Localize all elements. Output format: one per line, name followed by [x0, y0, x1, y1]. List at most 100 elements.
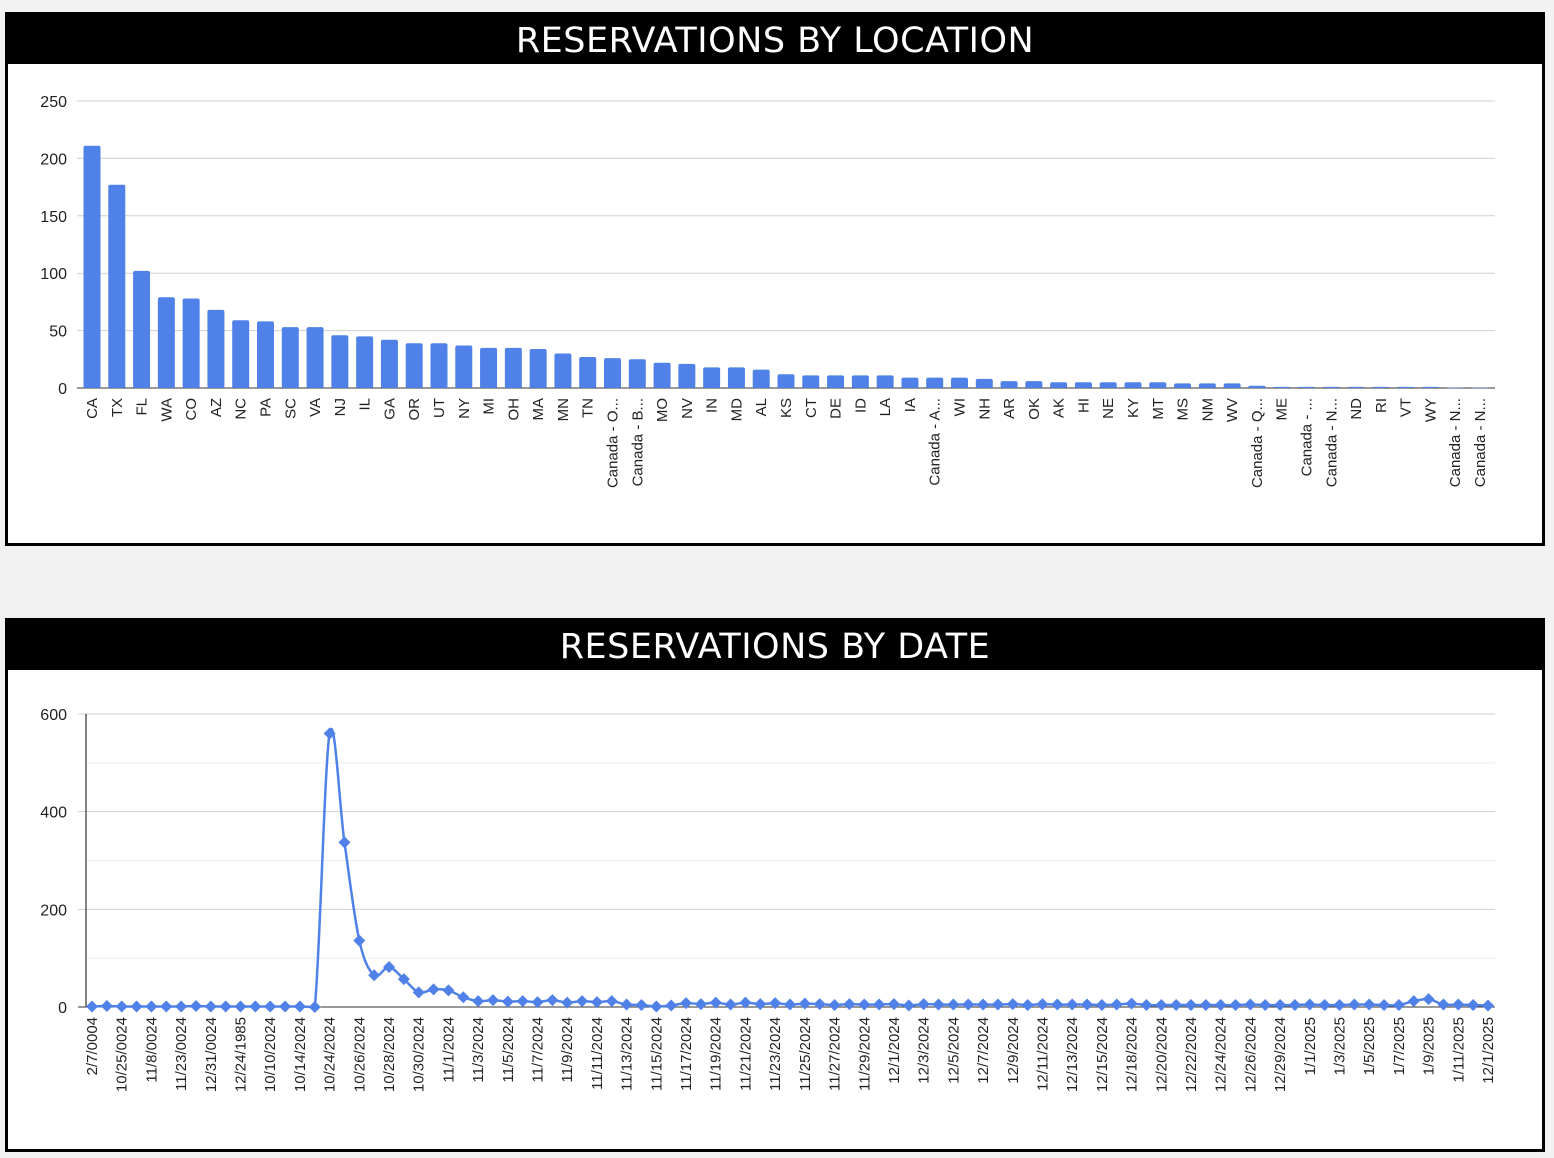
y-tick-label: 400 [40, 805, 67, 822]
x-tick-label: 12/22/2024 [1183, 1017, 1200, 1092]
data-point-marker [694, 998, 707, 1011]
bar [802, 375, 820, 388]
data-point-marker [264, 1000, 277, 1013]
bar [727, 367, 745, 388]
data-point-marker [828, 999, 841, 1012]
data-point-marker [680, 997, 693, 1010]
data-point-marker [887, 998, 900, 1011]
x-tick-label: AL [753, 398, 770, 416]
x-tick-label: Canada - N... [1323, 398, 1340, 487]
x-tick-label: NC [233, 398, 250, 420]
x-tick-label: 12/24/2024 [1213, 1017, 1230, 1092]
data-point-marker [1378, 999, 1391, 1012]
data-point-marker [1467, 999, 1480, 1012]
bar [356, 336, 374, 388]
bar [504, 347, 522, 388]
data-point-marker [1170, 999, 1183, 1012]
date-chart-panel: RESERVATIONS BY DATE [5, 618, 1545, 1152]
bar [182, 298, 200, 388]
x-tick-label: MT [1150, 398, 1167, 420]
bar [108, 184, 126, 388]
data-point-marker [219, 1000, 232, 1013]
bar [306, 327, 324, 388]
x-tick-label: OK [1026, 398, 1043, 420]
bar [1347, 386, 1365, 388]
x-tick-label: CT [803, 398, 820, 418]
x-tick-label: AZ [208, 398, 225, 417]
bar [777, 374, 795, 388]
data-point-marker [1407, 995, 1420, 1008]
x-tick-label: LA [877, 398, 894, 416]
x-tick-label: 10/28/2024 [381, 1017, 398, 1092]
data-point-marker [1333, 999, 1346, 1012]
data-point-marker [353, 934, 366, 947]
bar [628, 359, 646, 388]
data-point-marker [947, 998, 960, 1011]
data-point-marker [1288, 999, 1301, 1012]
x-tick-label: 10/25/0024 [114, 1017, 131, 1092]
data-point-marker [1140, 999, 1153, 1012]
data-point-marker [917, 998, 930, 1011]
data-point-marker [1259, 999, 1272, 1012]
bar [281, 327, 299, 388]
y-tick-label: 600 [40, 707, 67, 724]
data-point-marker [962, 998, 975, 1011]
data-point-marker [308, 1001, 321, 1013]
bar [975, 378, 993, 388]
data-point-marker [991, 998, 1004, 1011]
bar [876, 375, 894, 388]
x-tick-label: 11/19/2024 [708, 1017, 725, 1091]
x-tick-label: 10/26/2024 [351, 1017, 368, 1092]
data-point-marker [412, 986, 425, 999]
x-tick-label: OH [505, 398, 522, 421]
x-tick-label: TX [109, 398, 126, 417]
bar [579, 357, 597, 388]
x-tick-label: 1/5/2025 [1361, 1017, 1378, 1075]
data-point-marker [323, 727, 336, 740]
data-point-marker [1184, 999, 1197, 1012]
data-point-marker [501, 995, 514, 1008]
x-tick-label: GA [381, 398, 398, 420]
bar [380, 339, 398, 388]
data-point-marker [486, 994, 499, 1007]
bar [653, 362, 671, 388]
bar [331, 335, 349, 388]
bar [604, 358, 621, 388]
data-point-marker [516, 995, 529, 1008]
data-point-marker [769, 997, 782, 1010]
data-point-marker [1036, 998, 1049, 1011]
series-line [91, 728, 1489, 1009]
bar [1223, 383, 1241, 388]
data-point-marker [397, 973, 410, 986]
x-tick-label: MO [654, 398, 671, 422]
x-tick-label: 12/26/2024 [1242, 1017, 1259, 1092]
x-tick-label: 11/8/0024 [143, 1017, 160, 1083]
x-tick-label: Canada - ... [1299, 398, 1316, 476]
x-tick-label: 12/31/0024 [203, 1017, 220, 1092]
x-tick-label: 11/11/2024 [589, 1017, 606, 1090]
x-tick-label: NE [1100, 398, 1117, 419]
data-point-marker [590, 996, 603, 1009]
x-tick-label: 12/15/2024 [1094, 1017, 1111, 1092]
data-point-marker [1363, 998, 1376, 1011]
bar [851, 375, 869, 388]
x-tick-label: 11/25/2024 [797, 1017, 814, 1091]
x-tick-label: ID [852, 398, 869, 413]
bar [1322, 386, 1340, 388]
bar [1298, 386, 1315, 388]
bar [1471, 387, 1489, 389]
y-tick-label: 200 [40, 902, 67, 919]
x-tick-label: 12/9/2024 [1005, 1017, 1022, 1084]
data-point-marker [1125, 997, 1138, 1010]
x-tick-label: UT [431, 398, 448, 418]
data-point-marker [1348, 998, 1361, 1011]
y-tick-label: 250 [40, 94, 67, 111]
data-point-marker [383, 960, 396, 973]
x-tick-label: NV [679, 398, 696, 419]
x-tick-label: 12/3/2024 [916, 1017, 933, 1084]
x-tick-label: NH [976, 398, 993, 420]
x-tick-label: 11/27/2024 [827, 1017, 844, 1091]
data-point-marker [293, 1000, 306, 1013]
bar [207, 309, 225, 388]
